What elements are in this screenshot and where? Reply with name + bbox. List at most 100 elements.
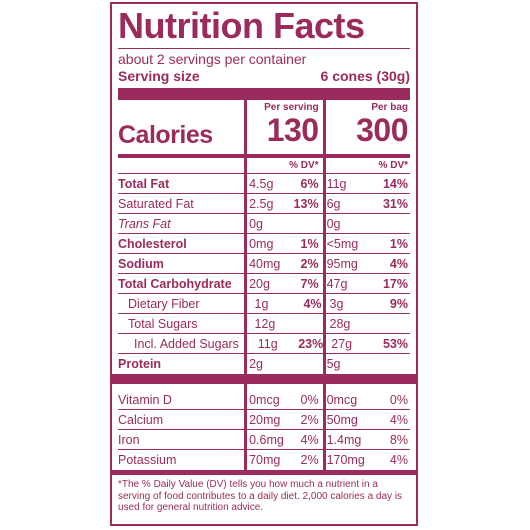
calories-per-bag-cell: Per bag 300	[323, 100, 410, 154]
nutrient-name: Cholesterol	[118, 236, 187, 251]
vitamin-row-potassium: Potassium 70mg 2% 170mg 4%	[118, 450, 410, 470]
dv-per-bag: 9%	[389, 296, 408, 311]
amount-per-bag: 11g	[326, 176, 347, 191]
column-divider-1	[244, 100, 247, 470]
nutrient-name: Total Fat	[118, 176, 170, 191]
amount-per-bag: 1.4mg	[326, 432, 362, 447]
dv-per-bag: 14%	[382, 176, 408, 191]
per-serving-header: Per serving	[264, 102, 319, 113]
amount-per-serving: 40mg	[249, 256, 281, 271]
dv-per-serving: 13%	[293, 196, 319, 211]
dv-per-bag: 31%	[382, 196, 408, 211]
nutrient-row-trans-fat: Trans Fat 0g 0g	[118, 214, 410, 234]
vitamin-name: Iron	[118, 432, 140, 447]
dv-per-bag: 0%	[389, 392, 408, 407]
thick-rule-top	[118, 88, 410, 100]
vitamin-row-calcium: Calcium 20mg 2% 50mg 4%	[118, 410, 410, 430]
amount-per-serving: 2.5g	[249, 196, 274, 211]
dv-per-bag: 1%	[389, 236, 408, 251]
amount-per-serving: 2g	[249, 357, 263, 371]
nutrient-row-protein: Protein 2g 5g	[118, 354, 410, 374]
nutrient-row-dietary-fiber: Dietary Fiber 1g 4% 3g 9%	[118, 294, 410, 314]
dv-per-bag: 4%	[389, 453, 408, 467]
amount-per-bag: 5g	[326, 357, 341, 371]
nutrient-name: Total Sugars	[128, 316, 198, 331]
calories-per-serving-cell: Per serving 130	[245, 100, 322, 154]
amount-per-serving: 0g	[249, 216, 263, 231]
dv-per-serving: 1%	[300, 236, 319, 251]
dv-per-serving: 4%	[303, 296, 322, 311]
dv-per-bag: 4%	[389, 412, 408, 427]
nutrient-name: Protein	[118, 357, 162, 371]
nutrient-row-cholesterol: Cholesterol 0mg 1% <5mg 1%	[118, 234, 410, 254]
dv-per-serving: 7%	[300, 276, 319, 291]
nutrient-row-total-carbohydrate: Total Carbohydrate 20g 7% 47g 17%	[118, 274, 410, 294]
dv-per-serving: 0%	[300, 392, 319, 407]
nutrient-name: Saturated Fat	[118, 196, 194, 211]
amount-per-bag: 0mcg	[326, 392, 358, 407]
dv-per-serving: 2%	[300, 256, 319, 271]
amount-per-serving: 1g	[254, 296, 269, 311]
servings-per-container: about 2 servings per container	[118, 51, 307, 67]
amount-per-serving: 12g	[254, 316, 276, 331]
dv-header-serving: % DV*	[289, 160, 319, 171]
amount-per-serving: 11g	[257, 336, 278, 351]
amount-per-serving: 20g	[249, 276, 270, 291]
dv-footnote: *The % Daily Value (DV) tells you how mu…	[118, 479, 403, 513]
dv-per-bag: 4%	[389, 256, 408, 271]
thick-rule-bottom	[112, 470, 416, 475]
dv-per-bag: 8%	[389, 432, 408, 447]
nutrient-row-total-sugars: Total Sugars 12g 28g	[118, 314, 410, 334]
dv-per-serving: 23%	[298, 336, 324, 351]
amount-per-serving: 70mg	[249, 453, 281, 467]
amount-per-serving: 20mg	[249, 412, 281, 427]
amount-per-serving: 0.6mg	[249, 432, 284, 447]
amount-per-bag: 6g	[326, 196, 341, 211]
calories-row: Calories Per serving 130 Per bag 300	[118, 100, 410, 158]
amount-per-bag: 47g	[326, 276, 348, 291]
dv-per-serving: 2%	[300, 453, 319, 467]
calories-per-serving: 130	[266, 112, 319, 148]
nutrient-name: Dietary Fiber	[128, 296, 200, 311]
nutrient-name: Total Carbohydrate	[118, 276, 232, 291]
amount-per-bag: 0g	[326, 216, 341, 231]
dv-per-serving: 6%	[300, 176, 319, 191]
label-title: Nutrition Facts	[118, 5, 365, 46]
amount-per-bag: 3g	[329, 296, 344, 311]
calories-per-bag: 300	[356, 112, 408, 148]
nutrient-name: Sodium	[118, 256, 164, 271]
amount-per-bag: 170mg	[326, 453, 365, 467]
per-bag-header: Per bag	[371, 102, 408, 113]
dv-per-serving: 4%	[300, 432, 319, 447]
nutrient-grid: Calories Per serving 130 Per bag 300 % D…	[112, 100, 416, 470]
column-divider-2	[323, 100, 326, 470]
amount-per-bag: 50mg	[326, 412, 358, 427]
dv-per-serving: 2%	[300, 412, 319, 427]
vitamin-row-vitamin-d: Vitamin D 0mcg 0% 0mcg 0%	[118, 390, 410, 410]
serving-size-label: Serving size	[118, 68, 200, 84]
title-rule	[118, 48, 410, 49]
nutrient-row-added-sugars: Incl. Added Sugars 11g 23% 27g 53%	[118, 334, 410, 354]
calories-label: Calories	[118, 121, 213, 149]
serving-size-row: Serving size 6 cones (30g)	[118, 68, 410, 85]
amount-per-bag: <5mg	[326, 236, 359, 251]
dv-per-bag: 17%	[382, 276, 408, 291]
amount-per-serving: 0mg	[249, 236, 274, 251]
vitamin-row-iron: Iron 0.6mg 4% 1.4mg 8%	[118, 430, 410, 450]
nutrition-label: Nutrition Facts about 2 servings per con…	[110, 2, 418, 526]
vitamin-name: Vitamin D	[118, 392, 172, 407]
dv-per-bag: 53%	[382, 336, 408, 351]
nutrient-row-total-fat: Total Fat 4.5g 6% 11g 14%	[118, 174, 410, 194]
amount-per-serving: 0mcg	[249, 392, 280, 407]
thick-rule-vitamins	[112, 374, 416, 384]
amount-per-bag: 95mg	[326, 256, 358, 271]
amount-per-serving: 4.5g	[249, 176, 274, 191]
amount-per-bag: 28g	[329, 316, 351, 331]
nutrient-row-saturated-fat: Saturated Fat 2.5g 13% 6g 31%	[118, 194, 410, 214]
dv-header-row: % DV* % DV*	[118, 158, 410, 174]
nutrient-name: Trans Fat	[118, 216, 171, 231]
serving-size-value: 6 cones (30g)	[320, 68, 410, 84]
amount-per-bag: 27g	[331, 336, 353, 351]
nutrient-name: Incl. Added Sugars	[134, 336, 239, 351]
nutrient-row-sodium: Sodium 40mg 2% 95mg 4%	[118, 254, 410, 274]
